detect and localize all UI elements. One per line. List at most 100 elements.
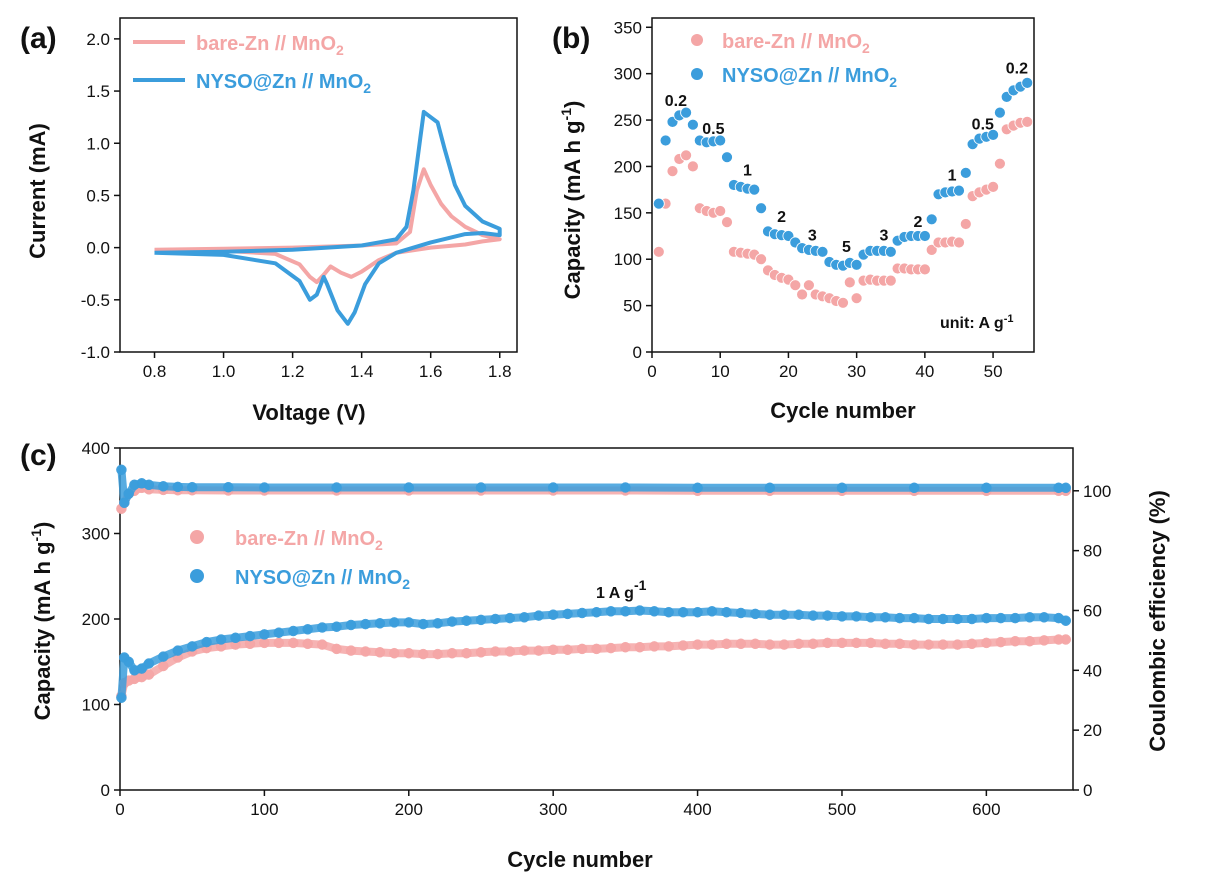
panel-b-point-bare bbox=[953, 236, 965, 249]
panel-b-point-bare bbox=[1021, 116, 1034, 128]
panel-c-x-ticks: 0 100 200 300 400 500 600 bbox=[115, 790, 1001, 819]
panel-a-series-line-nyso bbox=[154, 109, 502, 326]
panel-c-x-tick-label: 200 bbox=[395, 800, 423, 819]
panel-c-y-axis-label: Capacity (mA h g-1) bbox=[28, 522, 55, 721]
panel-a-y-tick-label: 1.0 bbox=[86, 134, 110, 153]
panel-b-point-nyso bbox=[884, 245, 897, 258]
panel-b-rate-label: 3 bbox=[879, 228, 888, 245]
panel-c-y2-y-tick-label: 40 bbox=[1083, 661, 1102, 680]
panel-c-y-tick-label: 300 bbox=[82, 525, 110, 544]
panel-c-legend: bare-Zn // MnO2 NYSO@Zn // MnO2 bbox=[190, 528, 410, 592]
panel-b-point-nyso bbox=[652, 197, 665, 210]
panel-b-point-nyso bbox=[919, 230, 931, 242]
panel-b-x-tick-label: 40 bbox=[915, 362, 934, 381]
panel-b-legend: bare-Zn // MnO2 NYSO@Zn // MnO2 bbox=[691, 31, 897, 90]
panel-b-point-nyso bbox=[959, 166, 972, 179]
panel-c-x-tick-label: 300 bbox=[539, 800, 567, 819]
panel-b-point-bare bbox=[687, 160, 699, 173]
legend-marker-bare bbox=[691, 34, 703, 46]
panel-b-point-bare bbox=[652, 245, 665, 258]
panel-b-point-nyso bbox=[1021, 77, 1034, 89]
legend-text-nyso: NYSO@Zn // MnO2 bbox=[196, 71, 371, 96]
panel-b-point-bare bbox=[796, 288, 808, 301]
panel-a-series bbox=[154, 109, 502, 326]
panel-a-label: (a) bbox=[20, 22, 57, 55]
panel-b-point-bare bbox=[884, 274, 897, 287]
panel-b-x-tick-label: 0 bbox=[647, 362, 656, 381]
panel-b: (b) 0 10 20 30 40 50 0 50 100 150 200 250 300 350 0.… bbox=[552, 17, 1035, 423]
panel-c-x-tick-label: 400 bbox=[683, 800, 711, 819]
panel-b-point-bare bbox=[789, 279, 802, 292]
panel-c-y2-ticks: 0 20 40 60 80 100 bbox=[1073, 482, 1111, 800]
panel-c-y2-y-tick-label: 60 bbox=[1083, 601, 1102, 620]
panel-b-point-nyso bbox=[755, 202, 767, 215]
panel-c-y2-y-tick-label: 0 bbox=[1083, 781, 1092, 800]
legend-marker-nyso bbox=[190, 569, 204, 583]
panel-b-point-nyso bbox=[994, 106, 1006, 119]
panel-b-point-bare bbox=[803, 279, 815, 292]
panel-b-x-tick-label: 10 bbox=[711, 362, 730, 381]
panel-b-x-axis-label: Cycle number bbox=[770, 398, 916, 423]
legend-marker-bare bbox=[190, 530, 204, 544]
panel-b-point-nyso bbox=[925, 213, 938, 226]
panel-a-y-axis-label: Current (mA) bbox=[25, 123, 50, 259]
panel-a-x-tick-label: 1.6 bbox=[419, 362, 443, 381]
panel-b-point-nyso bbox=[680, 106, 692, 119]
panel-b-y-tick-label: 300 bbox=[614, 65, 642, 84]
legend-text-bare: bare-Zn // MnO2 bbox=[196, 33, 344, 58]
panel-a-y-ticks: -1.0 -0.5 0.0 0.5 1.0 1.5 2.0 bbox=[81, 30, 120, 362]
panel-a-y-tick-label: -1.0 bbox=[81, 343, 110, 362]
panel-a-x-ticks: 0.8 1.0 1.2 1.4 1.6 1.8 bbox=[143, 352, 512, 381]
panel-a-x-tick-label: 1.4 bbox=[350, 362, 374, 381]
panel-a-x-tick-label: 1.8 bbox=[488, 362, 512, 381]
panel-a-y-tick-label: 1.5 bbox=[86, 82, 110, 101]
panel-c-y-tick-label: 200 bbox=[82, 610, 110, 629]
panel-b-series bbox=[652, 77, 1034, 309]
panel-a-plot-frame bbox=[119, 17, 518, 353]
panel-b-point-nyso bbox=[687, 118, 699, 131]
panel-a-series-line-bare bbox=[154, 167, 502, 285]
panel-c-y-tick-label: 400 bbox=[82, 439, 110, 458]
panel-a-y-tick-label: -0.5 bbox=[81, 291, 110, 310]
panel-b-point-bare bbox=[666, 165, 679, 178]
panel-b-rate-label: 0.5 bbox=[972, 116, 994, 133]
panel-c-y-ticks: 0 100 200 300 400 bbox=[82, 439, 120, 800]
panel-b-rate-label: 2 bbox=[777, 209, 786, 226]
panel-b-y-tick-label: 50 bbox=[623, 297, 642, 316]
panel-c-rate-text: 1 A g-1 bbox=[596, 577, 647, 602]
panel-b-point-bare bbox=[987, 180, 999, 193]
panel-b-y-tick-label: 150 bbox=[614, 204, 642, 223]
panel-b-x-tick-label: 30 bbox=[847, 362, 866, 381]
panel-b-point-bare bbox=[959, 218, 972, 230]
panel-b-rate-labels: 0.2 0.5 1 2 3 5 3 2 1 0.5 0.2 bbox=[665, 61, 1028, 256]
panel-b-y-ticks: 0 50 100 150 200 250 300 350 bbox=[614, 18, 652, 362]
panel-b-rate-label: 0.5 bbox=[702, 121, 724, 138]
panel-c: (c) 0 100 200 300 400 500 600 0 100 200 300 400 0 2… bbox=[20, 439, 1170, 872]
panel-c-series bbox=[116, 464, 1072, 703]
panel-c-y2-y-tick-label: 80 bbox=[1083, 542, 1102, 561]
panel-b-y-tick-label: 250 bbox=[614, 111, 642, 130]
panel-b-rate-label: 0.2 bbox=[1006, 61, 1028, 78]
panel-c-label: (c) bbox=[20, 439, 57, 472]
panel-b-plot-frame bbox=[651, 17, 1035, 353]
panel-c-x-tick-label: 600 bbox=[972, 800, 1000, 819]
panel-b-point-bare bbox=[837, 296, 849, 309]
panel-a-x-axis-label: Voltage (V) bbox=[252, 400, 365, 425]
panel-b-point-bare bbox=[919, 263, 931, 276]
panel-c-series-band-bare-capacity bbox=[117, 635, 1070, 700]
panel-a-x-tick-label: 1.0 bbox=[212, 362, 236, 381]
panel-b-rate-label: 2 bbox=[914, 214, 923, 231]
panel-c-x-tick-label: 0 bbox=[115, 800, 124, 819]
panel-b-point-nyso bbox=[850, 258, 863, 271]
panel-b-point-bare bbox=[680, 149, 692, 162]
panel-b-y-tick-label: 200 bbox=[614, 157, 642, 176]
panel-b-y-axis-label: Capacity (mA h g-1) bbox=[558, 101, 585, 300]
panel-b-rate-label: 3 bbox=[808, 228, 817, 245]
panel-b-point-nyso bbox=[721, 151, 733, 164]
panel-b-x-tick-label: 20 bbox=[779, 362, 798, 381]
panel-b-rate-label: 0.2 bbox=[665, 93, 687, 110]
panel-c-series-band-nyso-capacity bbox=[117, 606, 1070, 702]
panel-b-point-nyso bbox=[714, 134, 727, 147]
panel-a-y-tick-label: 0.5 bbox=[86, 186, 110, 205]
